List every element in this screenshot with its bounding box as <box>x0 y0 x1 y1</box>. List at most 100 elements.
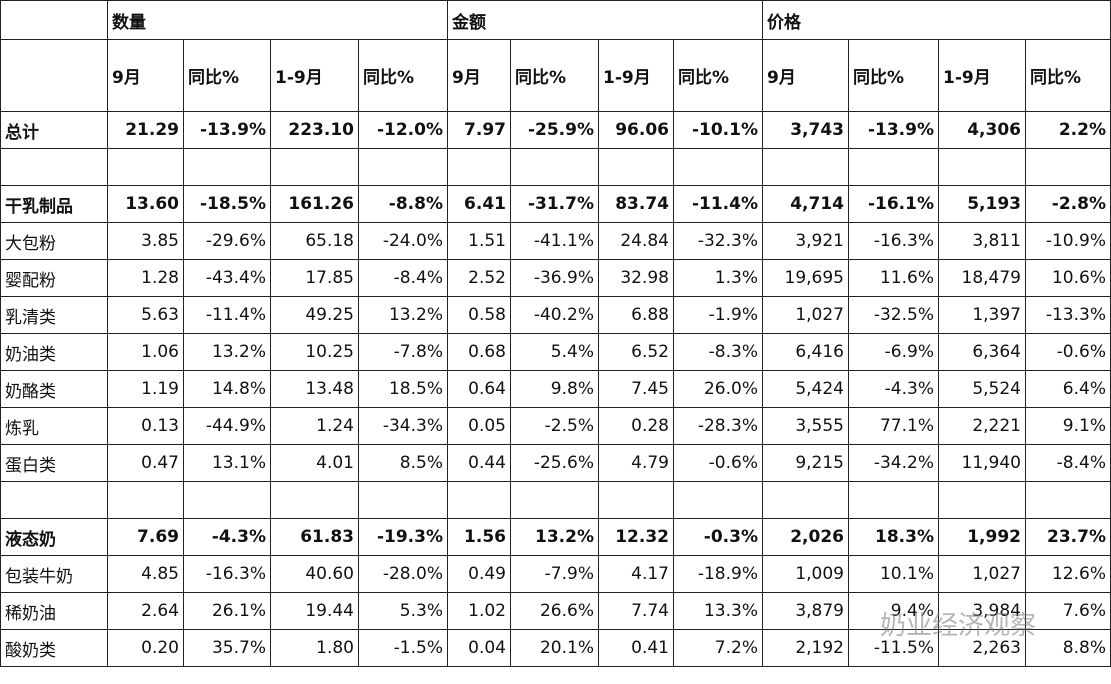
cell: 1.06 <box>107 333 184 371</box>
cell: -11.4% <box>673 185 763 223</box>
data-table: 数量 金额 价格 9月 同比% 1-9月 同比% 9月 同比% 1-9月 同比% 9月 同比% 1-9月同… <box>0 0 1111 667</box>
data-row: 干乳制品 13.60 -18.5% 161.26 -8.8% 6.41 -31.7% 83.7… <box>0 185 1111 223</box>
row-label: 液态奶 <box>0 518 108 556</box>
cell: 20.1% <box>510 629 599 667</box>
cell: 26.6% <box>510 592 599 630</box>
row-label: 炼乳 <box>0 407 108 445</box>
cell: 40.60 <box>270 555 359 593</box>
cell: 1.3% <box>673 259 763 297</box>
blank-cell <box>510 481 599 519</box>
blank-row <box>0 481 1111 519</box>
blank-cell <box>848 148 939 186</box>
subheader: 9月 <box>762 39 849 112</box>
cell: -0.6% <box>673 444 763 482</box>
cell: 2,026 <box>762 518 849 556</box>
subheader: 同比% <box>183 39 271 112</box>
blank-cell <box>107 481 184 519</box>
cell: 24.84 <box>598 222 674 260</box>
cell: 0.47 <box>107 444 184 482</box>
data-row: 炼乳 0.13 -44.9% 1.24 -34.3% 0.05 -2.5% 0.28 -28.3… <box>0 407 1111 445</box>
cell: 2.64 <box>107 592 184 630</box>
data-row: 总计 21.29 -13.9% 223.10 -12.0% 7.97 -25.9% 96.06… <box>0 111 1111 149</box>
cell: 9.4% <box>848 592 939 630</box>
cell: 18.3% <box>848 518 939 556</box>
cell: -8.3% <box>673 333 763 371</box>
blank-cell <box>447 148 511 186</box>
subheader: 1-9月 <box>270 39 359 112</box>
cell: 61.83 <box>270 518 359 556</box>
cell: 10.6% <box>1025 259 1111 297</box>
data-row: 酸奶类 0.20 35.7% 1.80 -1.5% 0.04 20.1% 0.41 7.2% 2,… <box>0 629 1111 667</box>
cell: 19.44 <box>270 592 359 630</box>
cell: 19,695 <box>762 259 849 297</box>
cell: -13.3% <box>1025 296 1111 334</box>
subheader: 同比% <box>510 39 599 112</box>
cell: -7.8% <box>358 333 448 371</box>
blank-cell <box>358 481 448 519</box>
cell: 3.85 <box>107 222 184 260</box>
cell: -25.9% <box>510 111 599 149</box>
cell: 7.74 <box>598 592 674 630</box>
cell: -32.3% <box>673 222 763 260</box>
cell: 1.02 <box>447 592 511 630</box>
cell: -13.9% <box>848 111 939 149</box>
corner-cell <box>0 39 108 112</box>
blank-cell <box>1025 148 1111 186</box>
blank-cell <box>1025 481 1111 519</box>
cell: 4.17 <box>598 555 674 593</box>
blank-cell <box>938 481 1026 519</box>
data-row: 包装牛奶 4.85 -16.3% 40.60 -28.0% 0.49 -7.9% 4.17 -1… <box>0 555 1111 593</box>
cell: 13.2% <box>183 333 271 371</box>
cell: 1,397 <box>938 296 1026 334</box>
cell: -31.7% <box>510 185 599 223</box>
cell: -18.5% <box>183 185 271 223</box>
cell: 0.58 <box>447 296 511 334</box>
data-row: 大包粉 3.85 -29.6% 65.18 -24.0% 1.51 -41.1% 24.84-… <box>0 222 1111 260</box>
cell: 1.51 <box>447 222 511 260</box>
cell: 18,479 <box>938 259 1026 297</box>
cell: 7.69 <box>107 518 184 556</box>
blank-cell <box>510 148 599 186</box>
row-label: 酸奶类 <box>0 629 108 667</box>
subheader: 9月 <box>107 39 184 112</box>
cell: 2.2% <box>1025 111 1111 149</box>
blank-cell <box>0 481 108 519</box>
cell: 0.13 <box>107 407 184 445</box>
subheader: 1-9月 <box>938 39 1026 112</box>
corner-cell <box>0 0 108 40</box>
blank-cell <box>0 148 108 186</box>
cell: 3,743 <box>762 111 849 149</box>
cell: 6,416 <box>762 333 849 371</box>
cell: 0.49 <box>447 555 511 593</box>
cell: 9.8% <box>510 370 599 408</box>
row-label: 婴配粉 <box>0 259 108 297</box>
cell: 5.3% <box>358 592 448 630</box>
data-row: 乳清类 5.63 -11.4% 49.25 13.2% 0.58 -40.2% 6.88 -1.… <box>0 296 1111 334</box>
row-label: 奶酪类 <box>0 370 108 408</box>
cell: 1.56 <box>447 518 511 556</box>
cell: 161.26 <box>270 185 359 223</box>
blank-cell <box>270 481 359 519</box>
cell: 18.5% <box>358 370 448 408</box>
cell: -8.8% <box>358 185 448 223</box>
cell: 6.4% <box>1025 370 1111 408</box>
cell: 5,424 <box>762 370 849 408</box>
blank-cell <box>762 481 849 519</box>
cell: 2,263 <box>938 629 1026 667</box>
cell: 6,364 <box>938 333 1026 371</box>
blank-row <box>0 148 1111 186</box>
cell: 9,215 <box>762 444 849 482</box>
row-label: 干乳制品 <box>0 185 108 223</box>
cell: -6.9% <box>848 333 939 371</box>
cell: -11.5% <box>848 629 939 667</box>
subheader: 同比% <box>1025 39 1111 112</box>
cell: 0.64 <box>447 370 511 408</box>
cell: -2.5% <box>510 407 599 445</box>
cell: 8.5% <box>358 444 448 482</box>
cell: -24.0% <box>358 222 448 260</box>
cell: 3,811 <box>938 222 1026 260</box>
cell: 1,009 <box>762 555 849 593</box>
cell: -16.3% <box>848 222 939 260</box>
cell: -18.9% <box>673 555 763 593</box>
cell: 0.20 <box>107 629 184 667</box>
